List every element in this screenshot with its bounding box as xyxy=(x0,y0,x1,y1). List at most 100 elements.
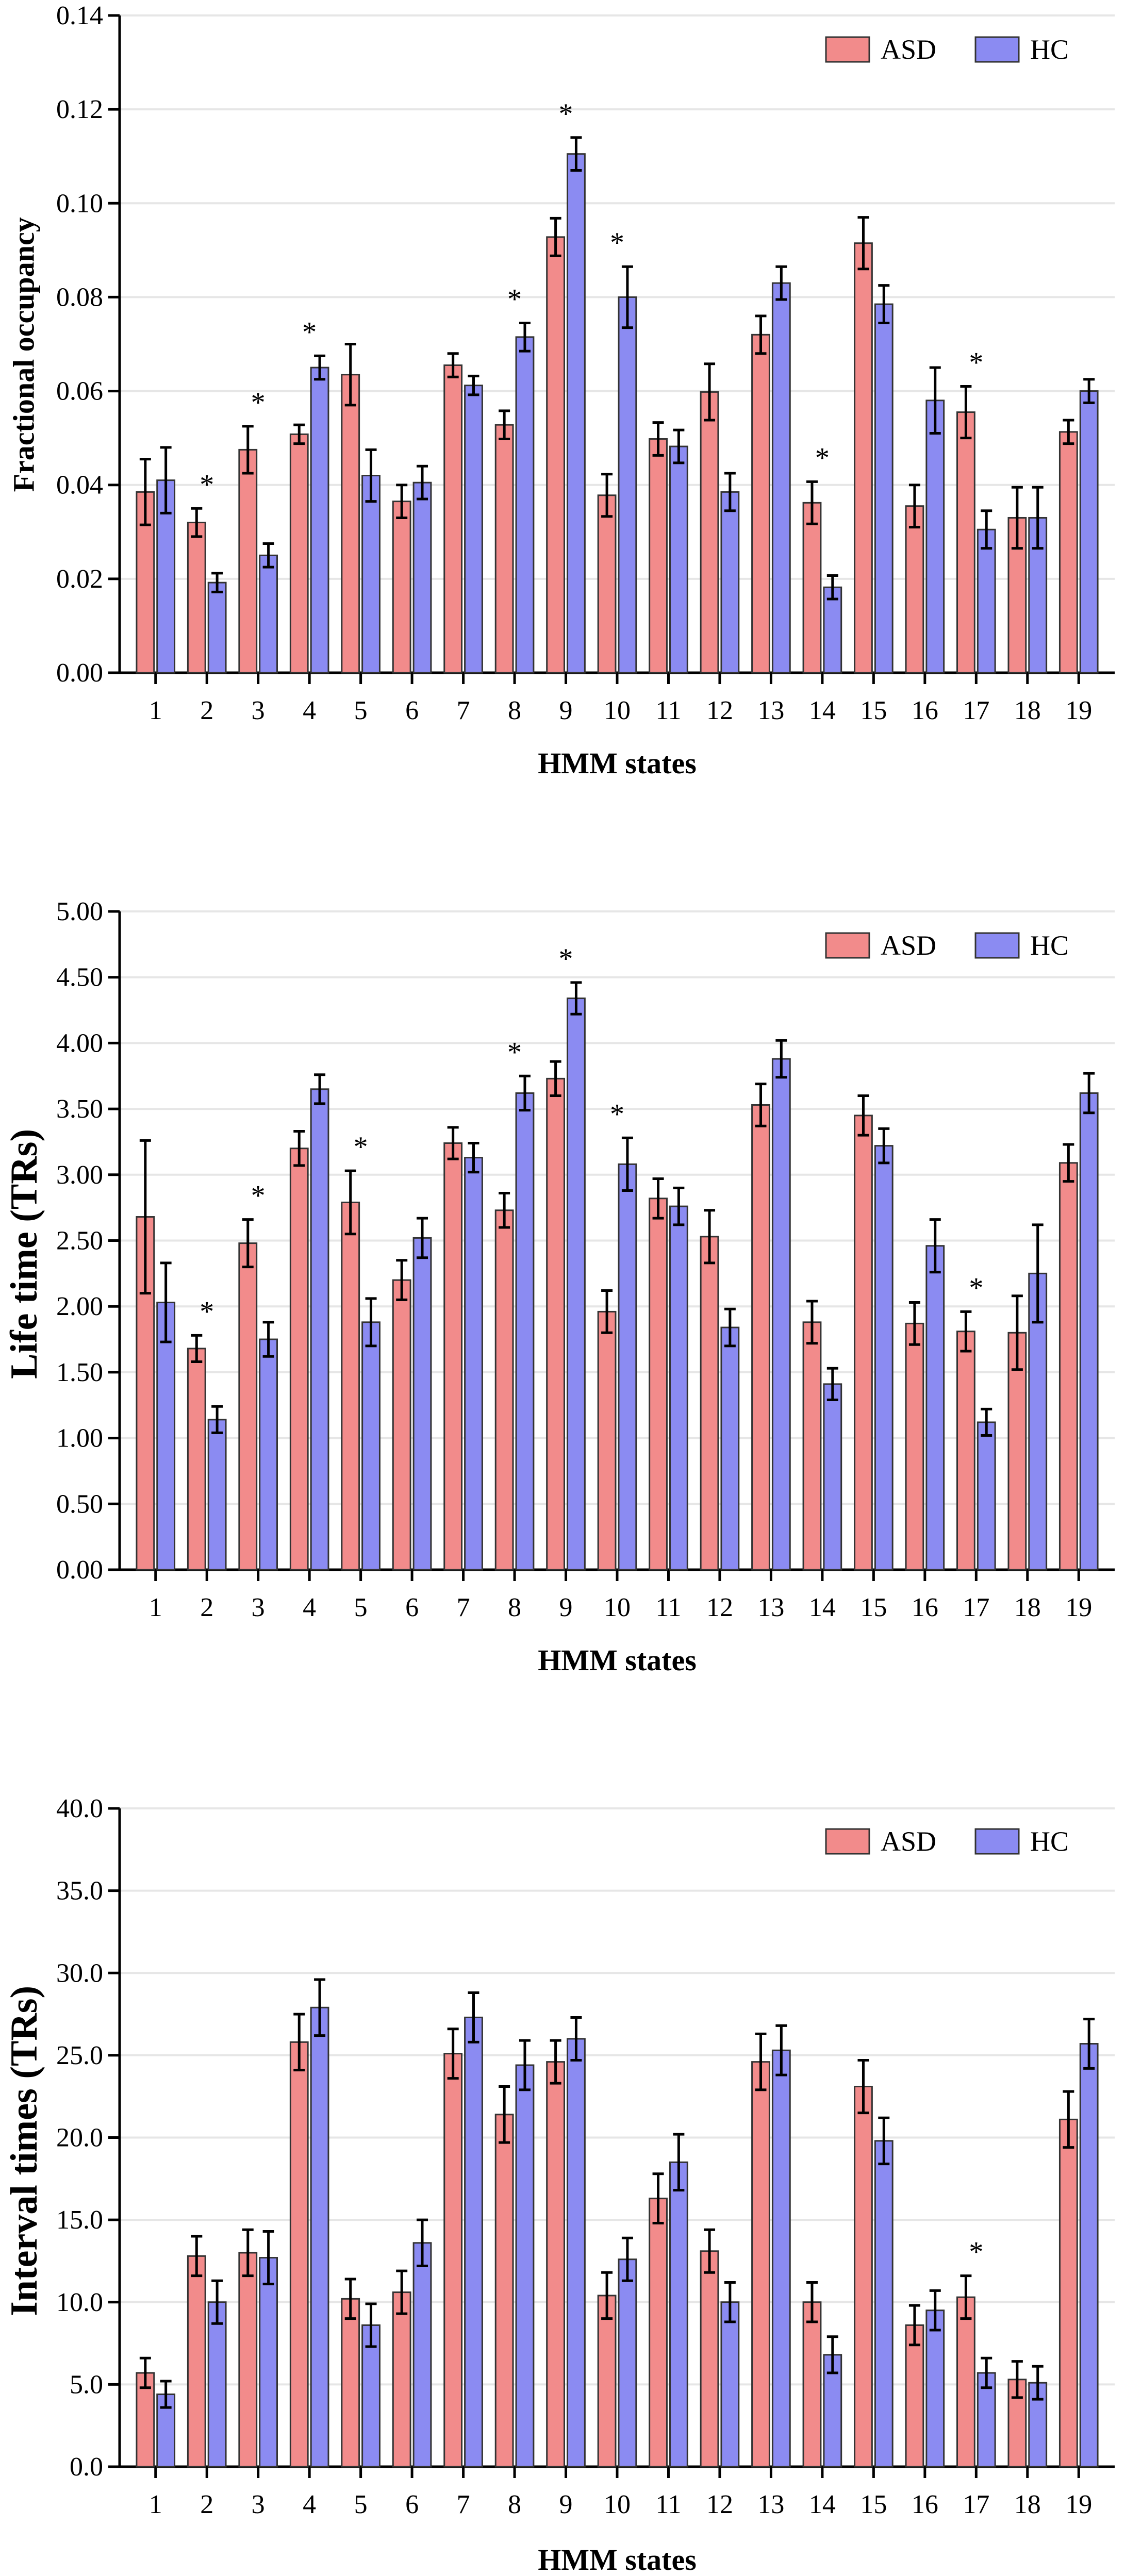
bar-asd xyxy=(238,1242,258,1571)
significance-marker: * xyxy=(559,98,573,130)
bar-asd xyxy=(238,2252,258,2468)
x-tick-label: 4 xyxy=(303,696,316,725)
x-tick-label: 16 xyxy=(912,1593,938,1622)
bar-hc xyxy=(259,1338,278,1571)
bar-asd xyxy=(443,364,463,674)
bar-asd xyxy=(905,505,924,674)
x-tick-label: 3 xyxy=(252,1593,265,1622)
x-tick-label: 3 xyxy=(252,696,265,725)
bar-hc xyxy=(669,2161,688,2468)
bar-asd xyxy=(649,2198,668,2468)
bar-asd xyxy=(494,1209,514,1571)
bar-asd xyxy=(341,2298,360,2468)
bar-hc xyxy=(618,2258,637,2468)
bar-asd xyxy=(802,502,822,674)
bar-hc xyxy=(977,1421,996,1571)
bar-hc xyxy=(669,445,688,674)
x-tick-label: 17 xyxy=(963,696,989,725)
y-tick-label: 3.00 xyxy=(56,1160,103,1190)
bar-asd xyxy=(494,2114,514,2468)
legend-swatch-asd xyxy=(825,36,870,63)
bar-asd xyxy=(289,1148,309,1571)
bar-hc xyxy=(464,385,483,674)
bar-hc xyxy=(567,153,586,674)
x-tick-label: 16 xyxy=(912,2490,938,2519)
x-tick-label: 12 xyxy=(706,696,733,725)
x-tick-label: 2 xyxy=(200,2490,213,2519)
bar-hc xyxy=(515,336,535,674)
x-tick-label: 12 xyxy=(706,2490,733,2519)
legend-label-asd: ASD xyxy=(881,34,936,65)
y-tick-label: 0.02 xyxy=(56,564,103,594)
bar-hc xyxy=(310,367,329,674)
bar-hc xyxy=(1079,1092,1099,1571)
bar-hc xyxy=(567,998,586,1571)
bar-hc xyxy=(361,1321,380,1571)
significance-marker: * xyxy=(507,284,522,315)
bar-asd xyxy=(238,448,258,674)
y-tick-label: 15.0 xyxy=(56,2205,103,2235)
x-axis-title: HMM states xyxy=(538,1643,697,1677)
x-tick-label: 5 xyxy=(354,696,368,725)
x-tick-label: 16 xyxy=(912,696,938,725)
bar-hc xyxy=(464,1157,483,1571)
bar-asd xyxy=(854,2086,873,2468)
legend-swatch-asd xyxy=(825,1828,870,1855)
significance-marker: * xyxy=(559,943,573,975)
x-tick-label: 14 xyxy=(809,2490,836,2519)
x-tick-label: 12 xyxy=(706,1593,733,1622)
bar-hc xyxy=(720,1326,740,1571)
bar-asd xyxy=(956,1331,975,1571)
bar-hc xyxy=(361,475,380,674)
significance-marker: * xyxy=(969,1272,983,1304)
legend-label-asd: ASD xyxy=(881,1826,936,1857)
y-tick-label: 20.0 xyxy=(56,2123,103,2153)
bar-asd xyxy=(751,334,770,674)
bar-hc xyxy=(515,1092,535,1571)
bar-hc xyxy=(771,2049,791,2468)
bar-hc xyxy=(1079,2043,1099,2468)
y-tick-label: 5.0 xyxy=(70,2370,103,2399)
bar-hc xyxy=(720,491,740,674)
bar-hc xyxy=(823,586,842,674)
bar-asd xyxy=(494,424,514,674)
bar-hc xyxy=(412,1237,432,1571)
bar-asd xyxy=(700,2250,719,2468)
x-tick-label: 8 xyxy=(508,2490,521,2519)
bar-hc xyxy=(874,1145,894,1571)
bar-hc xyxy=(259,2257,278,2468)
y-tick-label: 0.50 xyxy=(56,1489,103,1519)
bar-asd xyxy=(1058,431,1078,674)
bar-asd xyxy=(802,1321,822,1571)
x-tick-label: 1 xyxy=(149,2490,162,2519)
x-tick-label: 18 xyxy=(1014,1593,1041,1622)
bar-hc xyxy=(207,2301,227,2468)
x-tick-label: 11 xyxy=(655,2490,681,2519)
legend-label-hc: HC xyxy=(1030,1826,1069,1857)
bar-asd xyxy=(289,433,309,674)
x-tick-label: 5 xyxy=(354,1593,368,1622)
bar-asd xyxy=(802,2301,822,2468)
x-tick-label: 2 xyxy=(200,1593,213,1622)
bar-asd xyxy=(392,501,411,674)
y-tick-label: 5.00 xyxy=(56,897,103,926)
bar-asd xyxy=(1058,2118,1078,2468)
x-tick-label: 6 xyxy=(405,696,419,725)
significance-marker: * xyxy=(969,346,983,378)
x-tick-label: 1 xyxy=(149,696,162,725)
bar-hc xyxy=(977,528,996,674)
significance-marker: * xyxy=(302,316,317,348)
bar-hc xyxy=(823,1383,842,1571)
x-tick-label: 4 xyxy=(303,1593,316,1622)
bar-hc xyxy=(259,554,278,674)
significance-marker: * xyxy=(815,442,830,474)
significance-marker: * xyxy=(507,1036,522,1068)
legend-label-hc: HC xyxy=(1030,930,1069,961)
significance-marker: * xyxy=(200,469,214,501)
y-tick-label: 2.00 xyxy=(56,1292,103,1321)
bar-asd xyxy=(443,2053,463,2468)
bar-asd xyxy=(700,391,719,674)
x-tick-label: 4 xyxy=(303,2490,316,2519)
x-tick-label: 19 xyxy=(1065,696,1092,725)
bar-hc xyxy=(925,1245,945,1571)
